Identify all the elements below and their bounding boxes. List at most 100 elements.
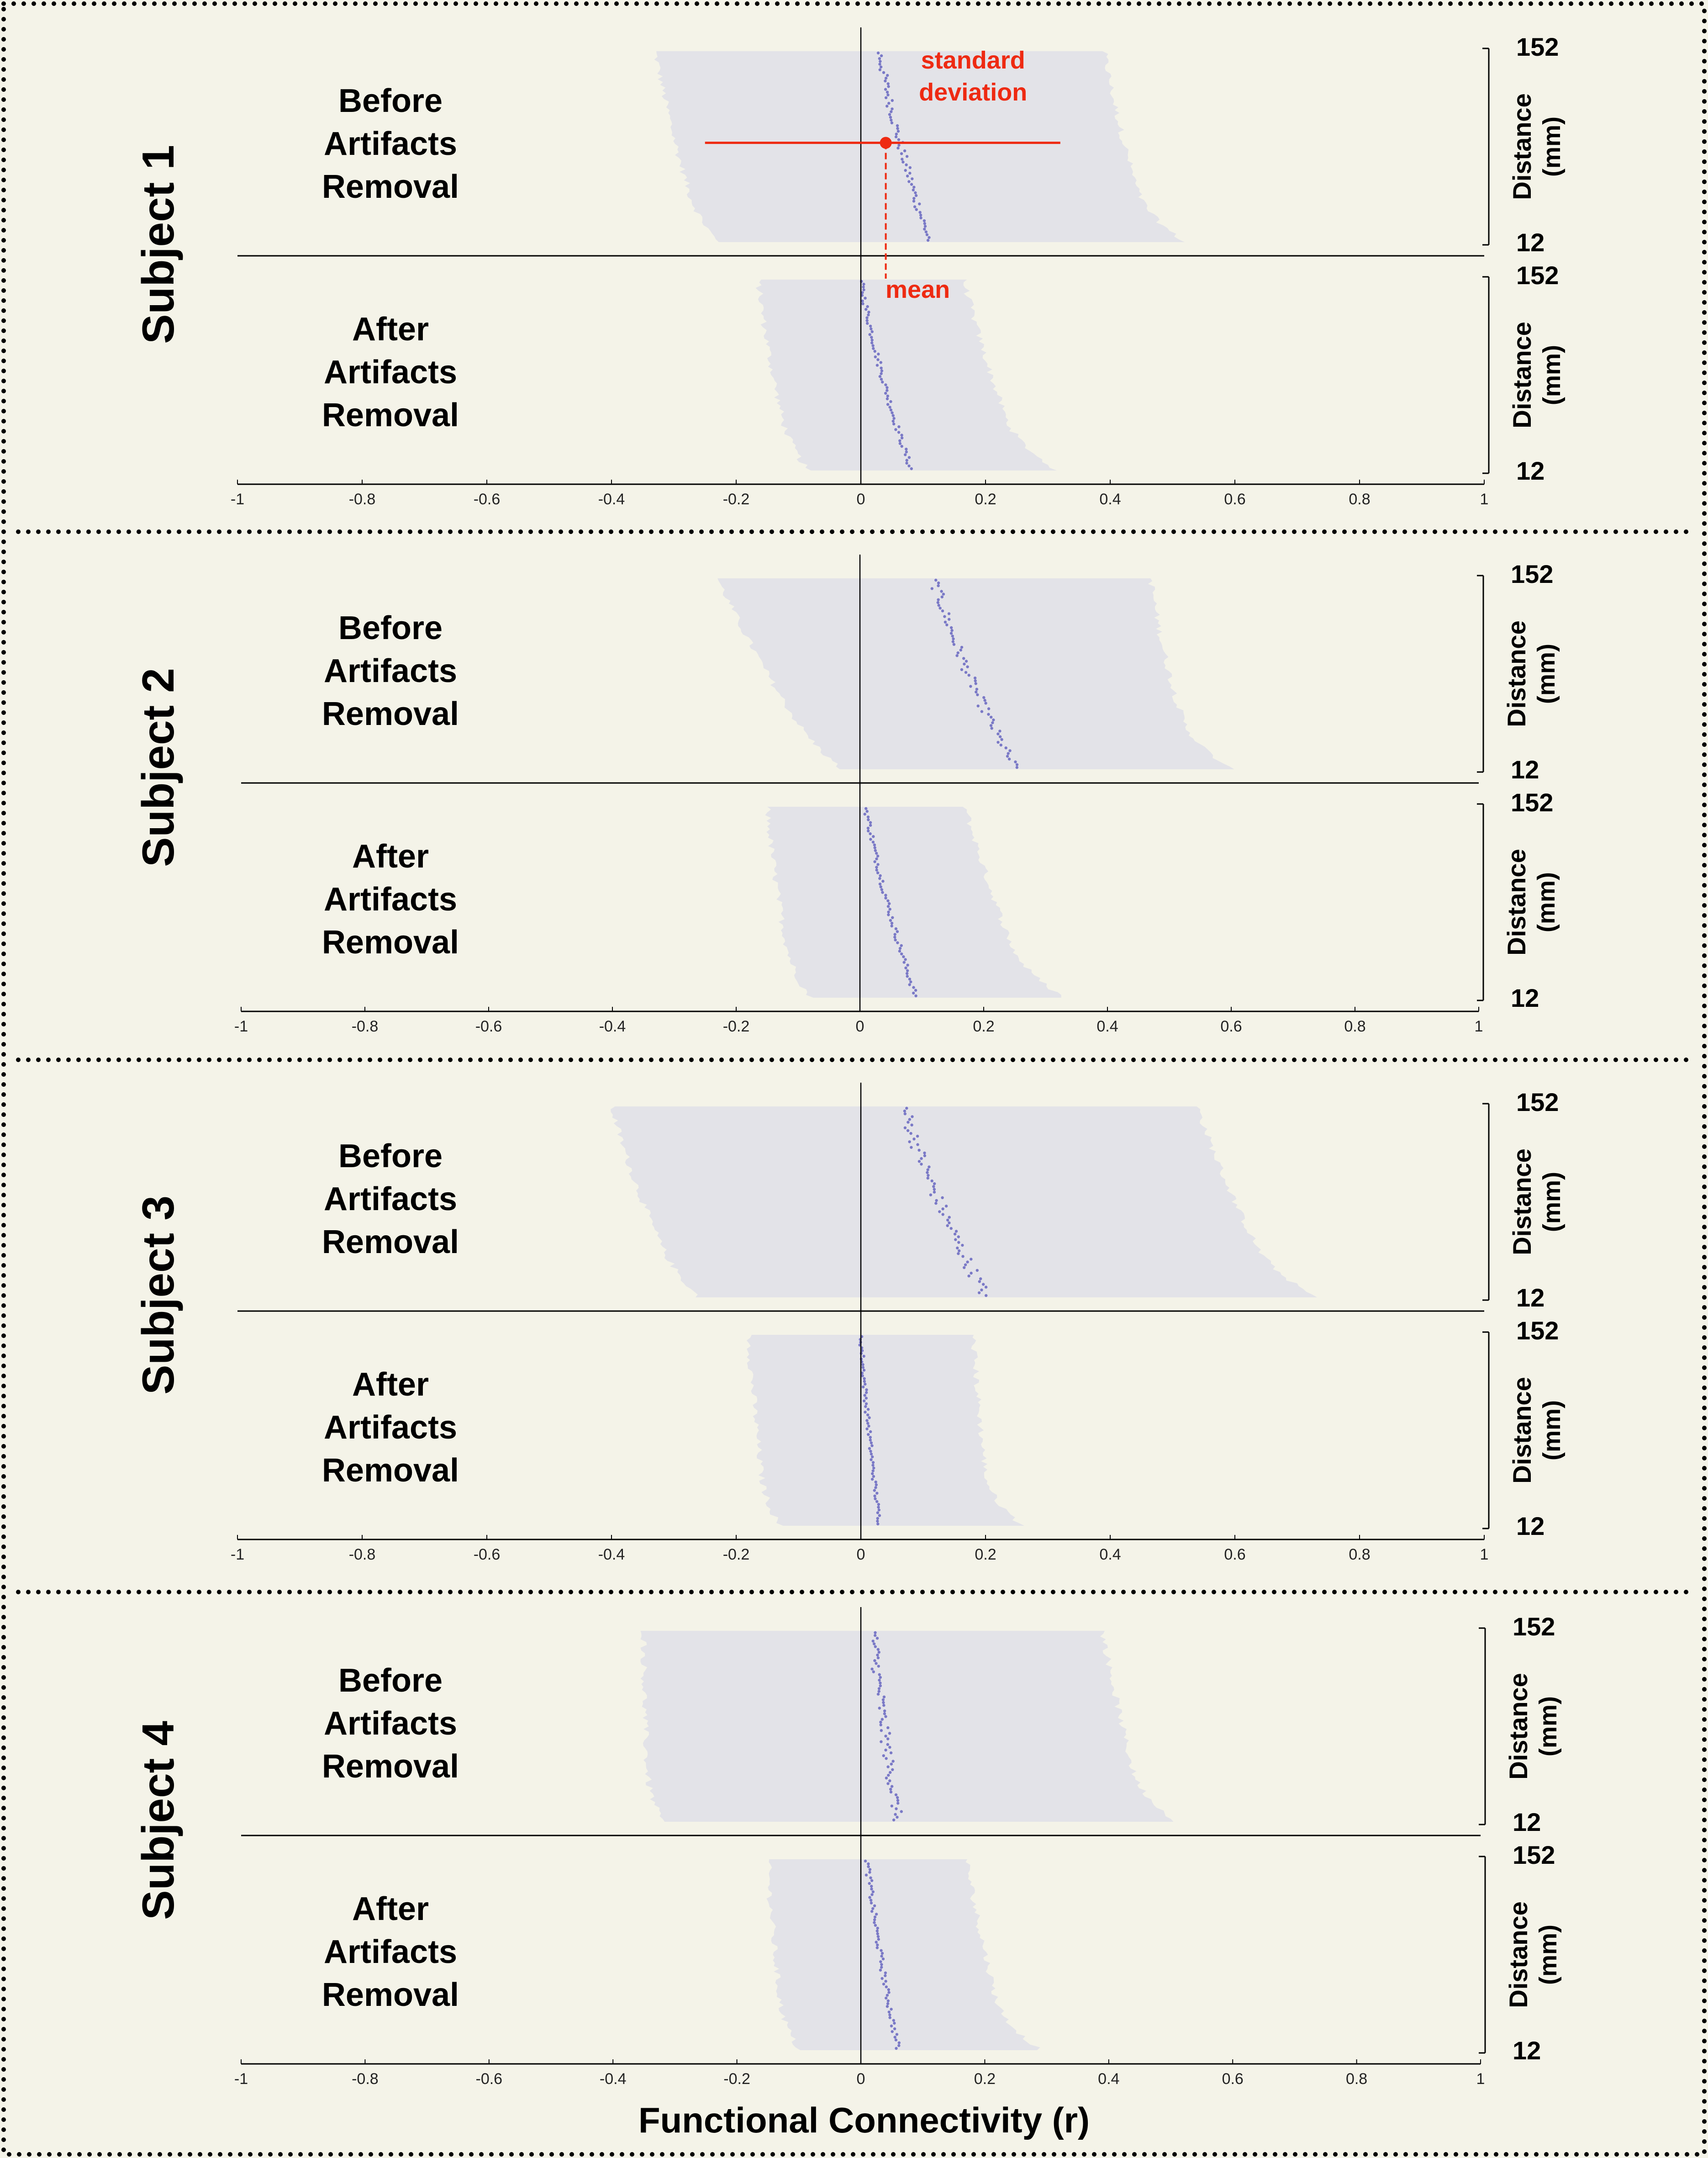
mean-point: [880, 369, 884, 372]
mean-point: [867, 1424, 870, 1428]
mean-point: [894, 2038, 898, 2042]
mean-point: [894, 428, 897, 431]
mean-point: [871, 344, 875, 347]
mean-point: [963, 1266, 966, 1269]
distance-axis-title: Distance: [1502, 849, 1531, 955]
distance-tick-label: 152: [1516, 261, 1559, 290]
mean-point: [933, 1190, 936, 1194]
mean-point: [1007, 752, 1010, 755]
mean-point: [880, 1954, 883, 1958]
mean-point: [870, 341, 874, 344]
mean-point: [946, 1224, 949, 1227]
mean-point: [937, 584, 940, 587]
mean-point: [884, 96, 888, 100]
mean-point: [937, 581, 940, 585]
x-tick-label: -0.2: [723, 2070, 750, 2088]
mean-point: [987, 713, 990, 716]
mean-point: [879, 885, 882, 889]
condition-label: Removal: [322, 1748, 459, 1785]
x-tick-label: 0.4: [1098, 2070, 1119, 2088]
mean-point: [879, 1676, 882, 1679]
mean-point: [958, 1249, 961, 1253]
mean-point: [913, 205, 917, 208]
mean-point: [886, 403, 890, 406]
mean-point: [866, 826, 870, 830]
mean-point: [875, 1946, 879, 1949]
distance-axis-unit: (mm): [1538, 345, 1566, 405]
x-tick-label: -1: [234, 1018, 248, 1035]
x-tick-label: 0.4: [1099, 491, 1121, 508]
mean-point: [998, 735, 1002, 738]
mean-point: [964, 1263, 967, 1266]
mean-point: [865, 1396, 868, 1400]
mean-point: [882, 71, 886, 74]
mean-point: [896, 1799, 900, 1802]
condition-label: Artifacts: [324, 1181, 457, 1217]
std-band: [766, 1859, 1040, 2050]
mean-point: [870, 1893, 874, 1896]
mean-point: [935, 1199, 938, 1202]
mean-point: [887, 913, 890, 916]
mean-point: [912, 986, 915, 989]
mean-point: [880, 1966, 883, 1969]
distance-tick-label: 152: [1516, 32, 1559, 61]
mean-point: [879, 60, 882, 63]
mean-point: [923, 1151, 926, 1155]
mean-point: [886, 2002, 890, 2005]
condition-label: Artifacts: [324, 881, 457, 918]
mean-point: [884, 383, 887, 386]
x-tick-label: -0.8: [349, 491, 376, 508]
mean-point: [900, 1810, 903, 1813]
mean-point: [890, 921, 894, 925]
mean-point: [1015, 763, 1019, 767]
mean-point: [871, 1640, 875, 1643]
mean-point: [867, 313, 870, 317]
mean-point: [879, 874, 882, 878]
mean-point: [871, 1472, 874, 1476]
distance-tick-label: 12: [1513, 1808, 1541, 1836]
x-tick-label: -0.6: [474, 1546, 501, 1563]
mean-point: [864, 296, 867, 300]
mean-point: [908, 978, 912, 981]
mean-point: [875, 852, 878, 855]
mean-point: [870, 327, 873, 331]
mean-point: [869, 832, 872, 836]
mean-point: [940, 590, 943, 593]
mean-point: [901, 158, 904, 161]
mean-point: [880, 1952, 884, 1955]
mean-point: [911, 177, 914, 180]
distance-tick-label: 12: [1516, 456, 1545, 485]
mean-point: [996, 732, 1000, 735]
mean-point: [877, 352, 880, 356]
condition-label: Artifacts: [324, 1409, 457, 1446]
panel-after: After Artifacts Removal 152 12 Distance (mm): [237, 256, 1566, 485]
mean-point: [900, 152, 903, 155]
mean-point: [895, 132, 898, 136]
x-tick-label: 0.6: [1224, 1546, 1245, 1563]
mean-point: [867, 1433, 870, 1436]
distance-axis-unit: (mm): [1533, 644, 1560, 704]
mean-point: [918, 202, 921, 206]
mean-point: [902, 955, 905, 958]
mean-point: [874, 1645, 877, 1648]
std-band: [746, 1335, 1025, 1526]
mean-point: [920, 1157, 923, 1160]
mean-point: [926, 1171, 929, 1174]
mean-point: [918, 211, 922, 214]
mean-point: [877, 1503, 880, 1506]
mean-point: [933, 1188, 936, 1191]
mean-point: [868, 1882, 871, 1885]
mean-point: [975, 690, 978, 694]
mean-point: [908, 166, 912, 169]
mean-point: [953, 1232, 957, 1236]
mean-point: [999, 743, 1002, 747]
mean-annotation-marker: [880, 137, 892, 149]
mean-point: [888, 2016, 891, 2019]
mean-point: [875, 868, 878, 872]
mean-point: [951, 640, 954, 643]
distance-axis-unit: (mm): [1538, 116, 1566, 177]
x-tick-label: 0.6: [1224, 491, 1245, 508]
mean-point: [964, 671, 968, 674]
mean-point: [975, 1269, 979, 1272]
std-band: [765, 807, 1061, 998]
